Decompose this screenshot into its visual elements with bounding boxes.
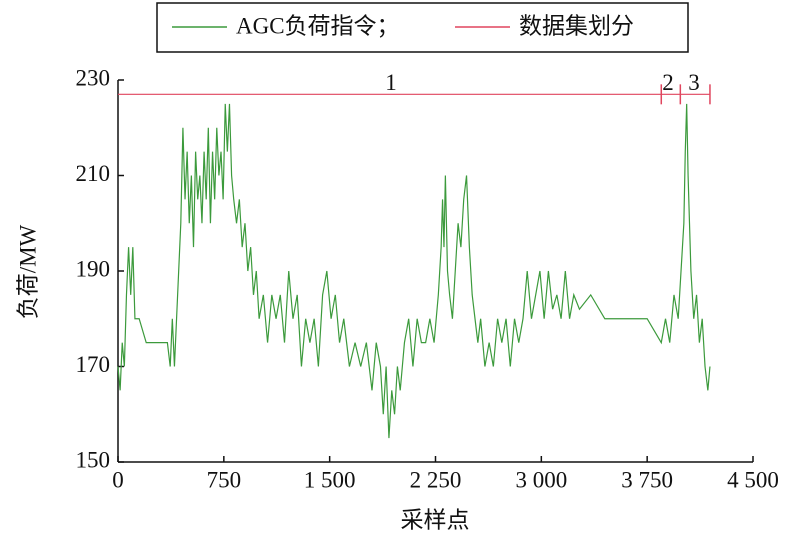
- y-tick-label: 170: [76, 352, 111, 377]
- x-tick-label: 3 750: [621, 467, 673, 492]
- x-tick-label: 0: [112, 467, 124, 492]
- annotation: 1: [385, 70, 397, 95]
- x-tick-label: 2 250: [410, 467, 462, 492]
- x-axis-label: 采样点: [401, 507, 470, 532]
- y-tick-label: 190: [76, 256, 111, 281]
- y-tick-label: 150: [76, 447, 111, 472]
- data-line: [117, 103, 711, 439]
- x-tick-label: 3 000: [515, 467, 567, 492]
- y-tick-label: 230: [76, 65, 111, 90]
- legend-box: [156, 2, 689, 53]
- x-tick-label: 1 500: [304, 467, 356, 492]
- legend-label: 数据集划分: [519, 13, 634, 38]
- y-tick-label: 210: [76, 161, 111, 186]
- x-tick-label: 750: [207, 467, 242, 492]
- y-axis-label: 负荷/MW: [15, 224, 40, 319]
- x-tick-label: 4 500: [727, 467, 779, 492]
- annotation: 3: [688, 70, 700, 95]
- legend-label: AGC负荷指令；: [236, 13, 400, 38]
- annotation: 2: [662, 70, 674, 95]
